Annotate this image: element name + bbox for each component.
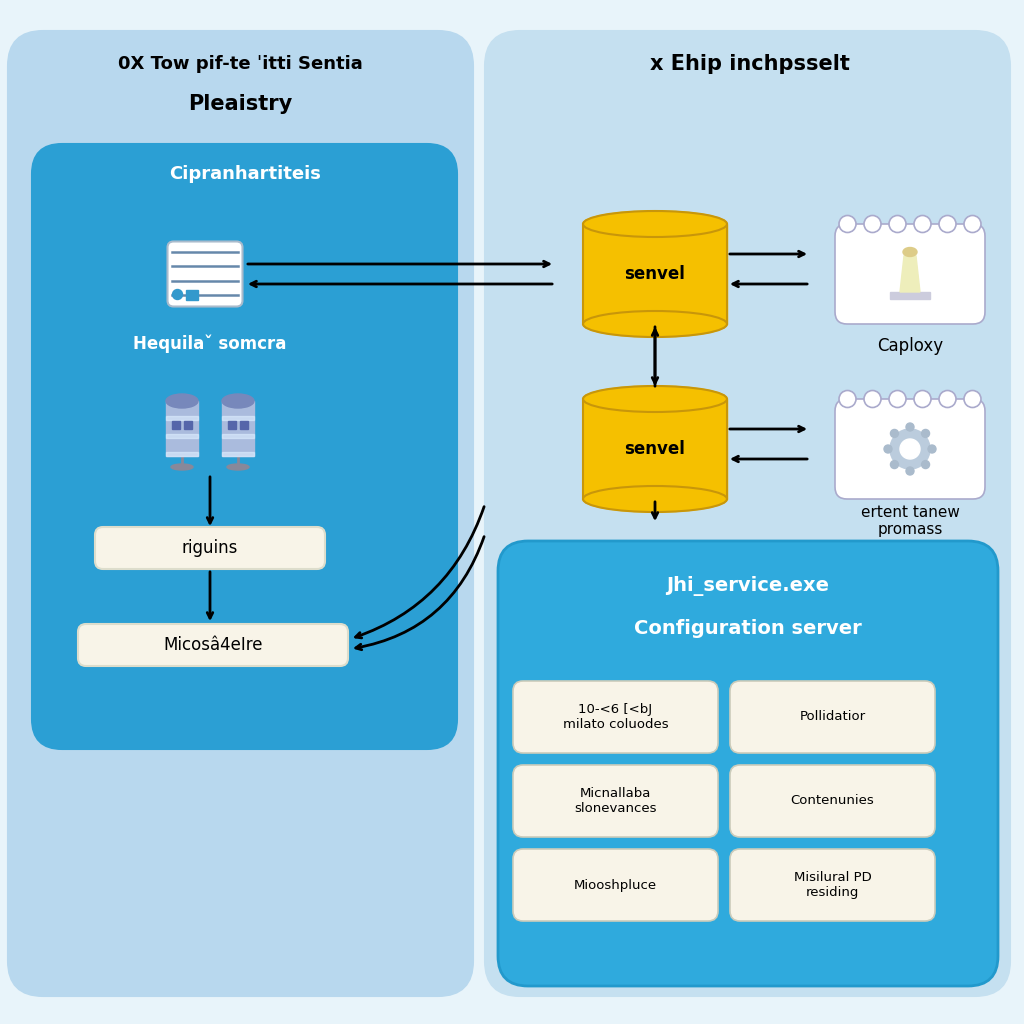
Bar (166, 416, 198, 420)
Bar (166, 401, 198, 456)
Circle shape (889, 215, 906, 232)
Bar (222, 401, 254, 456)
FancyBboxPatch shape (513, 765, 718, 837)
Bar (186, 290, 199, 299)
FancyBboxPatch shape (498, 541, 998, 986)
FancyBboxPatch shape (513, 849, 718, 921)
Text: Micnallaba
slonevances: Micnallaba slonevances (574, 787, 656, 815)
Circle shape (922, 461, 930, 469)
Bar (166, 452, 198, 456)
Circle shape (839, 215, 856, 232)
FancyBboxPatch shape (835, 224, 985, 324)
Bar (240, 421, 248, 429)
Text: Hequilaˇ somcra: Hequilaˇ somcra (133, 335, 287, 353)
Text: riguins: riguins (182, 539, 239, 557)
Bar (890, 292, 930, 299)
Ellipse shape (583, 486, 727, 512)
Circle shape (172, 290, 182, 299)
Ellipse shape (171, 464, 193, 470)
Ellipse shape (227, 464, 249, 470)
Circle shape (839, 390, 856, 408)
Polygon shape (900, 256, 920, 292)
FancyBboxPatch shape (513, 681, 718, 753)
Bar (222, 434, 254, 438)
Text: Cipranhartiteis: Cipranhartiteis (169, 165, 321, 183)
Text: ertent tanew
promass: ertent tanew promass (860, 505, 959, 538)
FancyBboxPatch shape (8, 31, 473, 996)
Bar (228, 421, 236, 429)
Text: Pollidatior: Pollidatior (800, 711, 865, 724)
Circle shape (864, 215, 881, 232)
Circle shape (891, 461, 898, 469)
Circle shape (906, 423, 914, 431)
Bar (583, 399, 727, 499)
Bar (184, 421, 193, 429)
Circle shape (864, 390, 881, 408)
Circle shape (889, 390, 906, 408)
FancyBboxPatch shape (168, 242, 243, 306)
FancyBboxPatch shape (32, 144, 457, 749)
Ellipse shape (166, 394, 198, 408)
FancyBboxPatch shape (730, 681, 935, 753)
Text: Misilural PD
residing: Misilural PD residing (794, 871, 871, 899)
Circle shape (890, 429, 930, 469)
Circle shape (906, 467, 914, 475)
FancyBboxPatch shape (730, 849, 935, 921)
Circle shape (964, 215, 981, 232)
FancyBboxPatch shape (78, 624, 348, 666)
Text: senvel: senvel (625, 265, 685, 283)
Text: x Ehip inchpsselt: x Ehip inchpsselt (650, 54, 850, 74)
Text: Miooshpluce: Miooshpluce (573, 879, 657, 892)
Circle shape (964, 390, 981, 408)
Text: Caploxy: Caploxy (877, 337, 943, 355)
Circle shape (928, 445, 936, 453)
Text: 0X Tow pif-te ˈitti Sentia: 0X Tow pif-te ˈitti Sentia (118, 55, 362, 73)
Circle shape (939, 215, 956, 232)
Text: Pleaistry: Pleaistry (187, 94, 292, 114)
Circle shape (939, 390, 956, 408)
Circle shape (891, 429, 898, 437)
FancyBboxPatch shape (835, 399, 985, 499)
Bar (166, 434, 198, 438)
Text: Jhi_service.exe: Jhi_service.exe (667, 575, 829, 596)
Circle shape (884, 445, 892, 453)
Text: 10-<6 [<bJ
milato coluodes: 10-<6 [<bJ milato coluodes (562, 703, 669, 731)
Ellipse shape (583, 211, 727, 237)
Bar (222, 416, 254, 420)
Text: Micosâ4eIre: Micosâ4eIre (163, 636, 263, 654)
FancyBboxPatch shape (95, 527, 325, 569)
Circle shape (922, 429, 930, 437)
Bar (222, 452, 254, 456)
Ellipse shape (583, 386, 727, 412)
Ellipse shape (222, 394, 254, 408)
FancyBboxPatch shape (485, 31, 1010, 996)
Text: Configuration server: Configuration server (634, 620, 862, 639)
Ellipse shape (583, 311, 727, 337)
Text: Contenunies: Contenunies (791, 795, 874, 808)
Text: senvel: senvel (625, 440, 685, 458)
Bar (172, 421, 180, 429)
Circle shape (914, 390, 931, 408)
Circle shape (900, 439, 920, 459)
Bar (583, 224, 727, 324)
Ellipse shape (903, 248, 918, 256)
Circle shape (914, 215, 931, 232)
FancyBboxPatch shape (730, 765, 935, 837)
